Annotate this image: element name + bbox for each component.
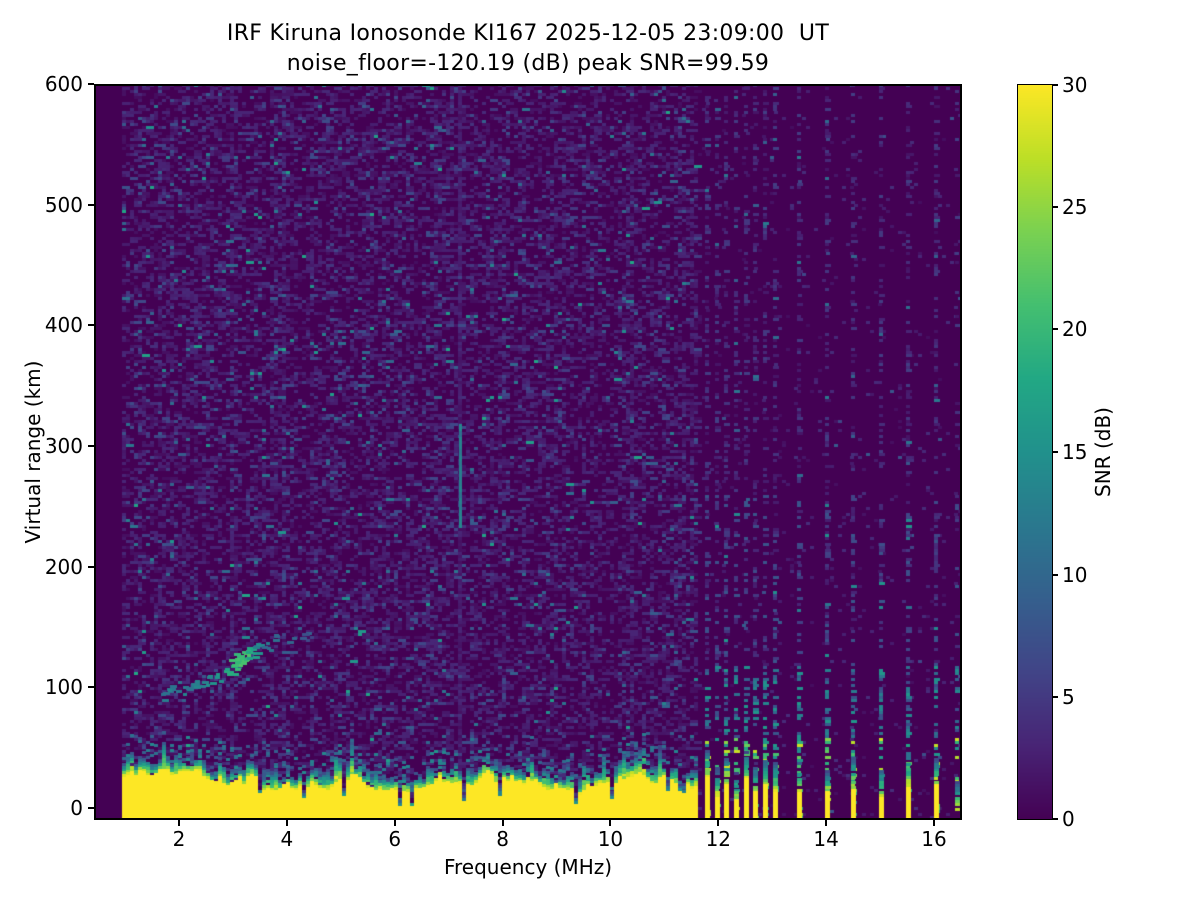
x-tick-mark (394, 820, 396, 826)
x-tick-label: 2 (159, 829, 199, 849)
y-tick-mark (88, 686, 94, 688)
colorbar-tick-label: 25 (1062, 197, 1087, 217)
y-tick-label: 500 (33, 195, 83, 215)
y-tick-mark (88, 566, 94, 568)
y-axis-label: Virtual range (km) (21, 361, 45, 544)
chart-title: IRF Kiruna Ionosonde KI167 2025-12-05 23… (94, 20, 962, 48)
y-tick-label: 400 (33, 315, 83, 335)
y-tick-label: 600 (33, 74, 83, 94)
ionogram-figure: IRF Kiruna Ionosonde KI167 2025-12-05 23… (0, 0, 1200, 900)
colorbar-tick-label: 15 (1062, 442, 1087, 462)
colorbar-canvas (1017, 84, 1053, 820)
x-tick-mark (609, 820, 611, 826)
y-tick-mark (88, 83, 94, 85)
x-tick-mark (286, 820, 288, 826)
x-tick-mark (502, 820, 504, 826)
chart-subtitle: noise_floor=-120.19 (dB) peak SNR=99.59 (94, 50, 962, 78)
colorbar-tick-label: 10 (1062, 565, 1087, 585)
heatmap-canvas (94, 84, 962, 820)
x-tick-mark (717, 820, 719, 826)
colorbar-tick-mark (1053, 328, 1058, 330)
x-tick-mark (178, 820, 180, 826)
y-tick-label: 200 (33, 557, 83, 577)
y-tick-mark (88, 445, 94, 447)
x-tick-label: 4 (267, 829, 307, 849)
y-tick-mark (88, 204, 94, 206)
x-tick-mark (825, 820, 827, 826)
colorbar-tick-mark (1053, 451, 1058, 453)
x-tick-mark (933, 820, 935, 826)
y-tick-label: 100 (33, 677, 83, 697)
x-tick-label: 10 (590, 829, 630, 849)
y-tick-label: 0 (33, 798, 83, 818)
colorbar-tick-mark (1053, 574, 1058, 576)
colorbar-label: SNR (dB) (1091, 407, 1115, 497)
x-tick-label: 14 (806, 829, 846, 849)
x-tick-label: 8 (483, 829, 523, 849)
colorbar-tick-label: 5 (1062, 687, 1075, 707)
colorbar-tick-mark (1053, 818, 1058, 820)
y-tick-mark (88, 324, 94, 326)
x-tick-label: 6 (375, 829, 415, 849)
colorbar-tick-mark (1053, 696, 1058, 698)
x-tick-label: 16 (914, 829, 954, 849)
colorbar-tick-mark (1053, 206, 1058, 208)
y-tick-mark (88, 807, 94, 809)
colorbar-tick-label: 20 (1062, 319, 1087, 339)
x-tick-label: 12 (698, 829, 738, 849)
colorbar-tick-mark (1053, 84, 1058, 86)
colorbar-tick-label: 0 (1062, 809, 1075, 829)
x-axis-label: Frequency (MHz) (94, 855, 962, 879)
colorbar-tick-label: 30 (1062, 75, 1087, 95)
